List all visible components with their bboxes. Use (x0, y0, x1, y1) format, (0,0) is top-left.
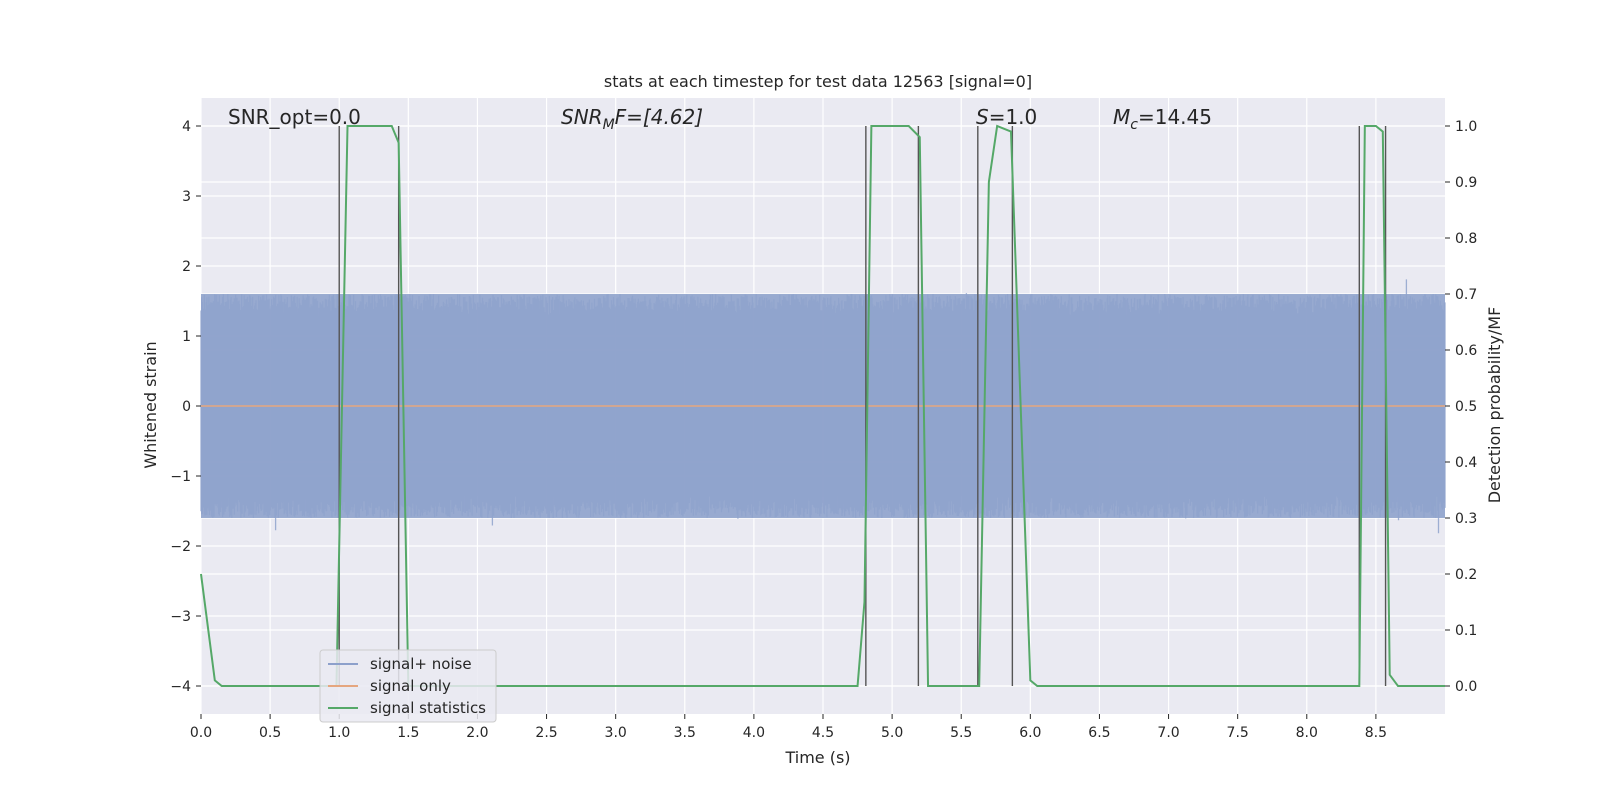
x-tick-label: 3.0 (605, 725, 627, 741)
y2-tick-label: 0.1 (1455, 623, 1477, 639)
signal-statistics-series (200, 124, 1445, 687)
x-tick-label: 0.0 (190, 725, 212, 741)
y2-tick-label: 1.0 (1455, 119, 1477, 135)
snr-mf-main: SNR (561, 105, 603, 129)
y2-tick-label: 0.0 (1455, 679, 1477, 695)
s-rest: =1.0 (989, 105, 1038, 129)
mc-sub: c (1130, 117, 1138, 133)
y-axis-label: Whitened strain (141, 341, 160, 468)
x-tick-label: 6.5 (1088, 725, 1110, 741)
snr-mf-sub: M (603, 117, 615, 133)
y-tick-label: 0 (182, 399, 191, 415)
y2-tick-label: 0.3 (1455, 511, 1477, 527)
y2-axis-label: Detection probability/MF (1485, 307, 1504, 504)
x-tick-label: 7.5 (1227, 725, 1249, 741)
y-tick-label: −1 (170, 469, 191, 485)
x-tick-label: 4.0 (743, 725, 765, 741)
snr-mf-rest: F=[4.62] (615, 105, 703, 129)
mc-main: M (1113, 105, 1130, 129)
y2-tick-label: 0.5 (1455, 399, 1477, 415)
chart-title: stats at each timestep for test data 125… (604, 72, 1032, 91)
x-tick-label: 3.5 (674, 725, 696, 741)
y-tick-label: −3 (170, 609, 191, 625)
snr-mf-annotation: SNRMF=[4.62] (561, 105, 703, 133)
x-tick-label: 6.0 (1019, 725, 1041, 741)
x-tick-label: 0.5 (259, 725, 281, 741)
x-tick-label: 8.0 (1296, 725, 1318, 741)
y2-axis-ticks: 0.0 0.1 0.2 0.3 0.4 0.5 0.6 0.7 0.8 0.9 1.0 (1445, 119, 1477, 695)
y2-tick-label: 0.4 (1455, 455, 1477, 471)
y2-tick-label: 0.6 (1455, 343, 1477, 359)
legend: signal+ noise signal only signal statist… (319, 649, 497, 723)
x-tick-label: 1.5 (397, 725, 419, 741)
s-main: S (976, 105, 989, 129)
legend-label-stats: signal statistics (370, 699, 486, 717)
x-tick-label: 5.0 (881, 725, 903, 741)
y2-tick-label: 0.9 (1455, 175, 1477, 191)
y2-tick-label: 0.8 (1455, 231, 1477, 247)
y2-tick-label: 0.2 (1455, 567, 1477, 583)
x-tick-label: 2.5 (535, 725, 557, 741)
y-tick-label: 3 (182, 189, 191, 205)
y-tick-label: −2 (170, 539, 191, 555)
x-axis-label: Time (s) (784, 748, 850, 767)
snr-opt-annotation: SNR_opt=0.0 (228, 105, 361, 129)
s-annotation: S=1.0 (976, 105, 1037, 129)
legend-label-noise: signal+ noise (370, 655, 472, 673)
y-axis-ticks: −4 −3 −2 −1 0 1 2 3 4 (170, 119, 201, 695)
x-tick-label: 4.5 (812, 725, 834, 741)
x-tick-label: 5.5 (950, 725, 972, 741)
x-axis-ticks: 0.0 0.5 1.0 1.5 2.0 2.5 3.0 3.5 4.0 4.5 5.0 5.5 6.0 6… (190, 714, 1387, 741)
x-tick-label: 7.0 (1157, 725, 1179, 741)
x-tick-label: 8.5 (1365, 725, 1387, 741)
y2-tick-label: 0.7 (1455, 287, 1477, 303)
y-tick-label: −4 (170, 679, 191, 695)
mc-annotation: Mc=14.45 (1113, 105, 1212, 133)
y-tick-label: 4 (182, 119, 191, 135)
legend-box (319, 649, 497, 723)
x-tick-label: 1.0 (328, 725, 350, 741)
legend-label-signal: signal only (370, 677, 451, 695)
x-tick-label: 2.0 (466, 725, 488, 741)
y-tick-label: 1 (182, 329, 191, 345)
y-tick-label: 2 (182, 259, 191, 275)
signal-statistics-line (200, 124, 1445, 687)
mc-rest: =14.45 (1138, 105, 1212, 129)
